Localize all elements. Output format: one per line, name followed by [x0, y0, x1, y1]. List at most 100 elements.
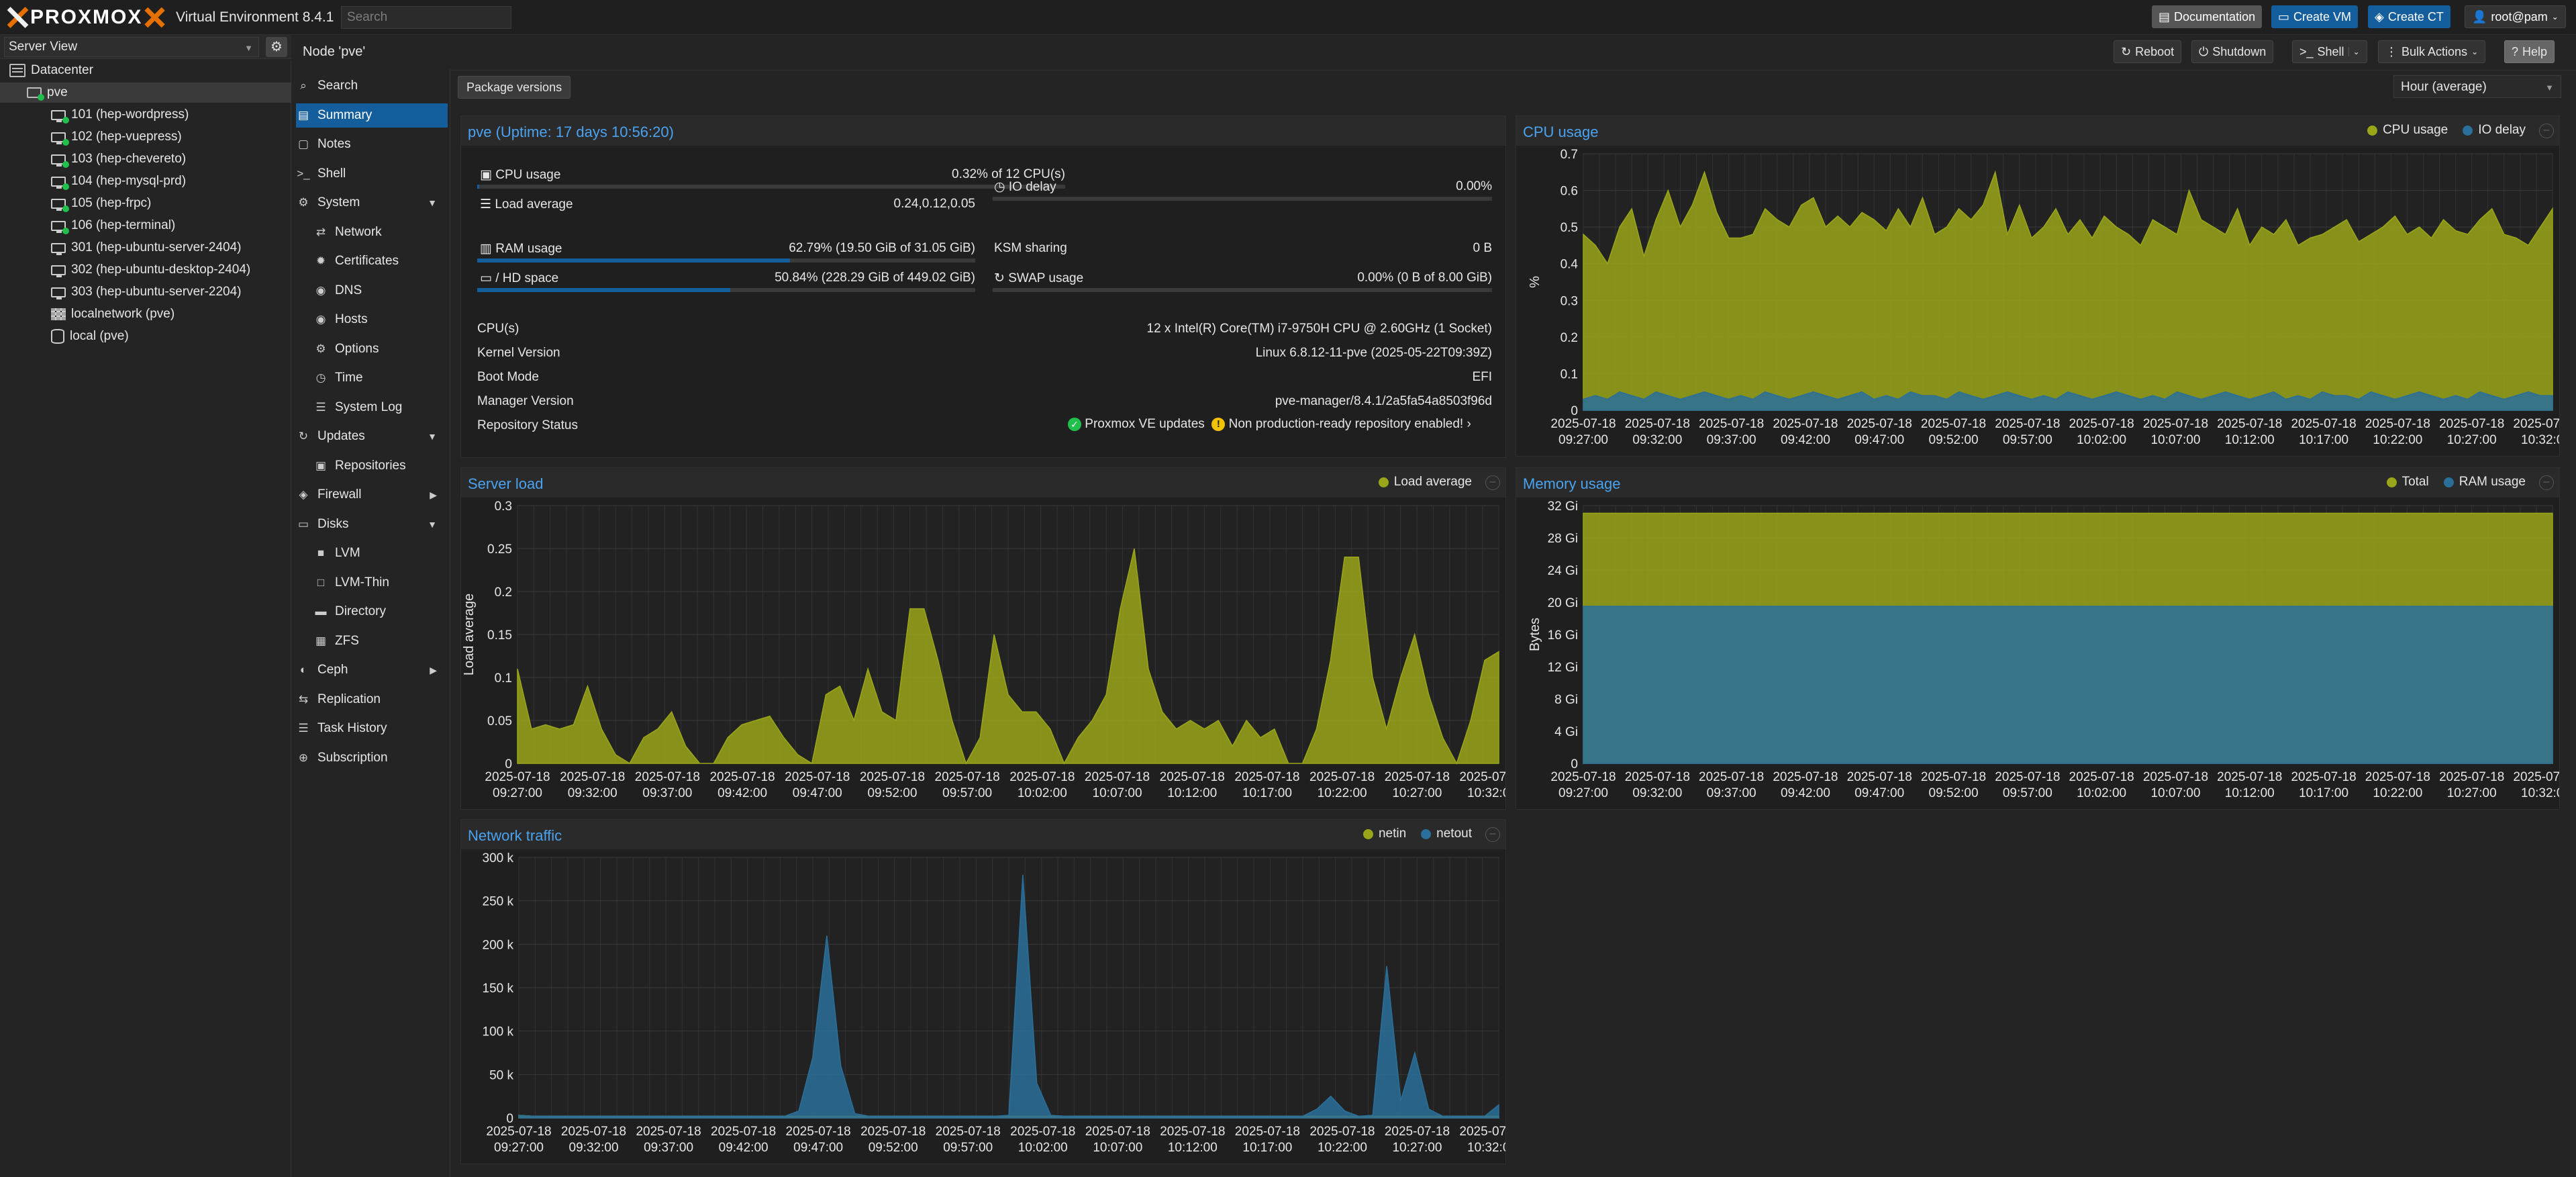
menu-item-subscription[interactable]: ⊕ Subscription: [296, 746, 448, 770]
menu-item-summary[interactable]: ▤ Summary: [296, 103, 448, 128]
menu-item-certificates[interactable]: ✹ Certificates: [313, 249, 448, 273]
x-tick-label: 2025-07-18: [1921, 417, 1986, 431]
menu-item-shell[interactable]: >_ Shell: [296, 162, 448, 186]
create-vm-button[interactable]: ▭ Create VM: [2271, 5, 2359, 28]
io-delay-bar: [993, 197, 1492, 201]
legend-dot-icon: [1378, 477, 1389, 487]
tree-item[interactable]: 105 (hep-frpc): [0, 193, 291, 214]
menu-item-label: System: [317, 195, 360, 209]
x-tick-label: 09:42:00: [1781, 433, 1830, 447]
menu-item-notes[interactable]: ▢ Notes: [296, 132, 448, 156]
x-tick-label: 09:52:00: [867, 786, 917, 800]
menu-item-system-log[interactable]: ☰ System Log: [313, 395, 448, 420]
tree-item[interactable]: 103 (hep-chevereto): [0, 149, 291, 169]
x-tick-label: 09:52:00: [1929, 786, 1979, 800]
menu-icon: ◐: [299, 663, 307, 676]
proxmox-logo[interactable]: PROXMOX: [7, 4, 164, 31]
collapse-icon[interactable]: –: [1485, 475, 1500, 490]
menu-item-updates[interactable]: ↻ Updates ▼: [296, 424, 448, 449]
manager-version-label: Manager Version: [477, 394, 574, 408]
menu-item-zfs[interactable]: ▦ ZFS: [313, 629, 448, 653]
chevron-icon[interactable]: ▼: [428, 431, 437, 442]
search-input[interactable]: [341, 6, 511, 29]
user-menu-button[interactable]: 👤 root@pam ⌄: [2465, 5, 2566, 28]
shutdown-button[interactable]: ⏻ Shutdown: [2191, 40, 2274, 63]
tree-item[interactable]: 303 (hep-ubuntu-server-2204): [0, 282, 291, 302]
menu-item-repositories[interactable]: ▣ Repositories: [313, 454, 448, 478]
x-tick-label: 2025-07-18: [935, 770, 1000, 784]
legend-item[interactable]: IO delay: [2463, 123, 2526, 138]
network-icon: [51, 308, 66, 320]
menu-item-ceph[interactable]: ◐ Ceph ▶: [296, 658, 448, 682]
tree-item[interactable]: 301 (hep-ubuntu-server-2404): [0, 238, 291, 258]
collapse-icon[interactable]: –: [1485, 827, 1500, 842]
menu-item-hosts[interactable]: ◉ Hosts: [313, 308, 448, 332]
menu-item-replication[interactable]: ⇆ Replication: [296, 688, 448, 712]
tree-item[interactable]: 102 (hep-vuepress): [0, 127, 291, 147]
menu-item-label: Repositories: [335, 458, 406, 473]
y-tick-label: 4 Gi: [1554, 725, 1578, 739]
menu-item-time[interactable]: ◷ Time: [313, 366, 448, 390]
server-view-select[interactable]: Server View ▼: [4, 37, 259, 57]
help-button[interactable]: ? Help: [2504, 40, 2555, 63]
legend-item[interactable]: netout: [1421, 827, 1472, 841]
menu-item-search[interactable]: ⌕ Search: [296, 74, 448, 98]
collapse-icon[interactable]: –: [2539, 124, 2554, 138]
tree-item[interactable]: 101 (hep-wordpress): [0, 105, 291, 125]
menu-item-disks[interactable]: ▭ Disks ▼: [296, 512, 448, 536]
chevron-icon[interactable]: ▶: [430, 664, 437, 675]
legend-label: Total: [2401, 475, 2429, 489]
tree-item[interactable]: Datacenter: [0, 60, 291, 81]
ram-usage-bar: [477, 258, 975, 263]
bulk-actions-button[interactable]: ⋮ Bulk Actions ⌄: [2378, 40, 2486, 63]
menu-item-task-history[interactable]: ☰ Task History: [296, 716, 448, 741]
memory-icon: ▥: [480, 242, 492, 256]
y-tick-label: 0.1: [495, 671, 512, 686]
timeframe-select[interactable]: Hour (average) ▼: [2393, 75, 2561, 98]
chevron-icon[interactable]: ▶: [430, 489, 437, 500]
menu-item-dns[interactable]: ◉ DNS: [313, 279, 448, 303]
vm-icon: [51, 154, 69, 168]
x-tick-label: 10:17:00: [1242, 786, 1292, 800]
package-versions-button[interactable]: Package versions: [458, 76, 571, 99]
menu-item-lvm-thin[interactable]: □ LVM-Thin: [313, 571, 448, 595]
tree-item[interactable]: localnetwork (pve): [0, 304, 291, 324]
repository-status-value[interactable]: ✓ Proxmox VE updates ! Non production-re…: [1068, 417, 1471, 432]
menu-item-firewall[interactable]: ◈ Firewall ▶: [296, 483, 448, 507]
tree-item[interactable]: 104 (hep-mysql-prd): [0, 171, 291, 191]
tree-item[interactable]: local (pve): [0, 326, 291, 346]
x-tick-label: 2025-07-18: [786, 1125, 851, 1139]
tree-item-label: 102 (hep-vuepress): [71, 130, 182, 144]
menu-item-network[interactable]: ⇄ Network: [313, 220, 448, 244]
menu-icon: ▤: [297, 108, 309, 122]
tree-item[interactable]: 106 (hep-terminal): [0, 216, 291, 236]
legend-item[interactable]: CPU usage: [2367, 123, 2448, 138]
chevron-icon[interactable]: ▼: [428, 197, 437, 208]
y-tick-label: 0.4: [1561, 258, 1579, 272]
chevron-icon[interactable]: ▼: [428, 518, 437, 530]
tree-item[interactable]: pve: [0, 83, 291, 103]
create-ct-button[interactable]: ◈ Create CT: [2368, 5, 2450, 28]
vm-icon: [51, 265, 66, 277]
x-tick-label: 09:47:00: [793, 1141, 843, 1155]
legend-item[interactable]: netin: [1363, 827, 1406, 841]
documentation-button[interactable]: ▤ Documentation: [2152, 5, 2263, 28]
ksm-sharing-label: KSM sharing: [994, 241, 1067, 255]
menu-item-system[interactable]: ⚙ System ▼: [296, 191, 448, 215]
menu-item-directory[interactable]: ▬ Directory: [313, 600, 448, 624]
tree-item[interactable]: 302 (hep-ubuntu-desktop-2404): [0, 260, 291, 280]
reboot-button[interactable]: ↻ Reboot: [2114, 40, 2182, 63]
x-tick-label: 2025-07-18: [1459, 770, 1505, 784]
y-tick-label: 0.2: [1561, 331, 1578, 345]
legend-item[interactable]: RAM usage: [2443, 475, 2526, 489]
x-tick-label: 2025-07-18: [1550, 770, 1616, 784]
legend-item[interactable]: Load average: [1378, 475, 1472, 489]
user-icon: 👤: [2472, 9, 2487, 23]
gear-icon[interactable]: ⚙: [266, 37, 287, 57]
legend-item[interactable]: Total: [2386, 475, 2429, 489]
chevron-down-icon: ⌄: [2551, 12, 2559, 21]
menu-item-lvm[interactable]: ■ LVM: [313, 541, 448, 565]
shell-button[interactable]: >_ Shell ⌄: [2292, 40, 2367, 63]
menu-item-options[interactable]: ⚙ Options: [313, 337, 448, 361]
collapse-icon[interactable]: –: [2539, 475, 2554, 490]
